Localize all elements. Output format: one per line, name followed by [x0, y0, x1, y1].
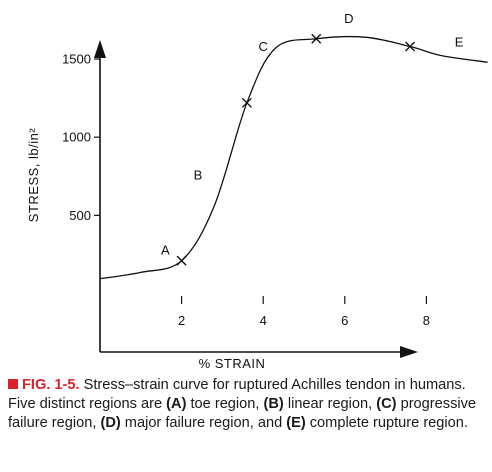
caption-square-icon [8, 379, 18, 389]
y-tick-label: 1000 [62, 130, 91, 145]
caption-text-c: progressive failure region, [8, 396, 477, 431]
x-axis-title: % STRAIN [199, 356, 266, 371]
region-label-d: D [344, 11, 353, 26]
caption-text-b: linear region, [283, 396, 377, 412]
marker-stroke [311, 33, 322, 44]
region-label-a: A [161, 242, 170, 257]
x-tick-label: 6 [341, 313, 348, 328]
x-tick-label: 2 [178, 313, 185, 328]
caption-text-e: complete rupture region. [305, 415, 468, 431]
marker-layer [176, 33, 416, 266]
marker-stroke [241, 97, 252, 108]
caption-text-a: toe region, [186, 396, 264, 412]
caption-region-a: (A) [166, 396, 187, 412]
caption-region-e: (E) [286, 415, 306, 431]
figure-caption: FIG. 1-5. Stress–strain curve for ruptur… [8, 376, 484, 433]
figure-label: FIG. 1-5. [22, 377, 80, 393]
curve-layer [99, 35, 488, 280]
region-label-e: E [455, 35, 464, 50]
chart-axes: 2 4 6 8 500 1000 1500 [62, 40, 430, 358]
caption-region-b: (B) [263, 396, 284, 412]
marker-stroke [176, 255, 187, 266]
region-label-b: B [194, 167, 203, 182]
data-marker-x-icon [405, 41, 416, 52]
marker-stroke [405, 41, 416, 52]
data-marker-x-icon [176, 255, 187, 266]
y-axis-arrow-icon [94, 40, 106, 58]
region-label-c: C [259, 39, 268, 54]
caption-text-d: major failure region, and [120, 415, 287, 431]
y-tick-label: 1500 [62, 52, 91, 67]
y-axis-title: STRESS, lb/in² [26, 128, 41, 223]
x-axis-arrow-icon [400, 346, 418, 358]
caption-region-c: (C) [376, 396, 397, 412]
x-tick-label: 4 [260, 313, 267, 328]
caption-region-d: (D) [100, 415, 121, 431]
y-tick-label: 500 [69, 208, 91, 223]
caption-text: Stress–strain curve for ruptured Achille… [8, 377, 466, 412]
data-marker-x-icon [311, 33, 322, 44]
stress-strain-chart: 2 4 6 8 500 1000 1500 A B C D E % STRAIN STRESS, l… [26, 11, 488, 371]
stress-strain-curve [99, 35, 488, 280]
x-tick-label: 8 [423, 313, 430, 328]
region-label-layer: A B C D E [161, 11, 464, 257]
data-marker-x-icon [241, 97, 252, 108]
